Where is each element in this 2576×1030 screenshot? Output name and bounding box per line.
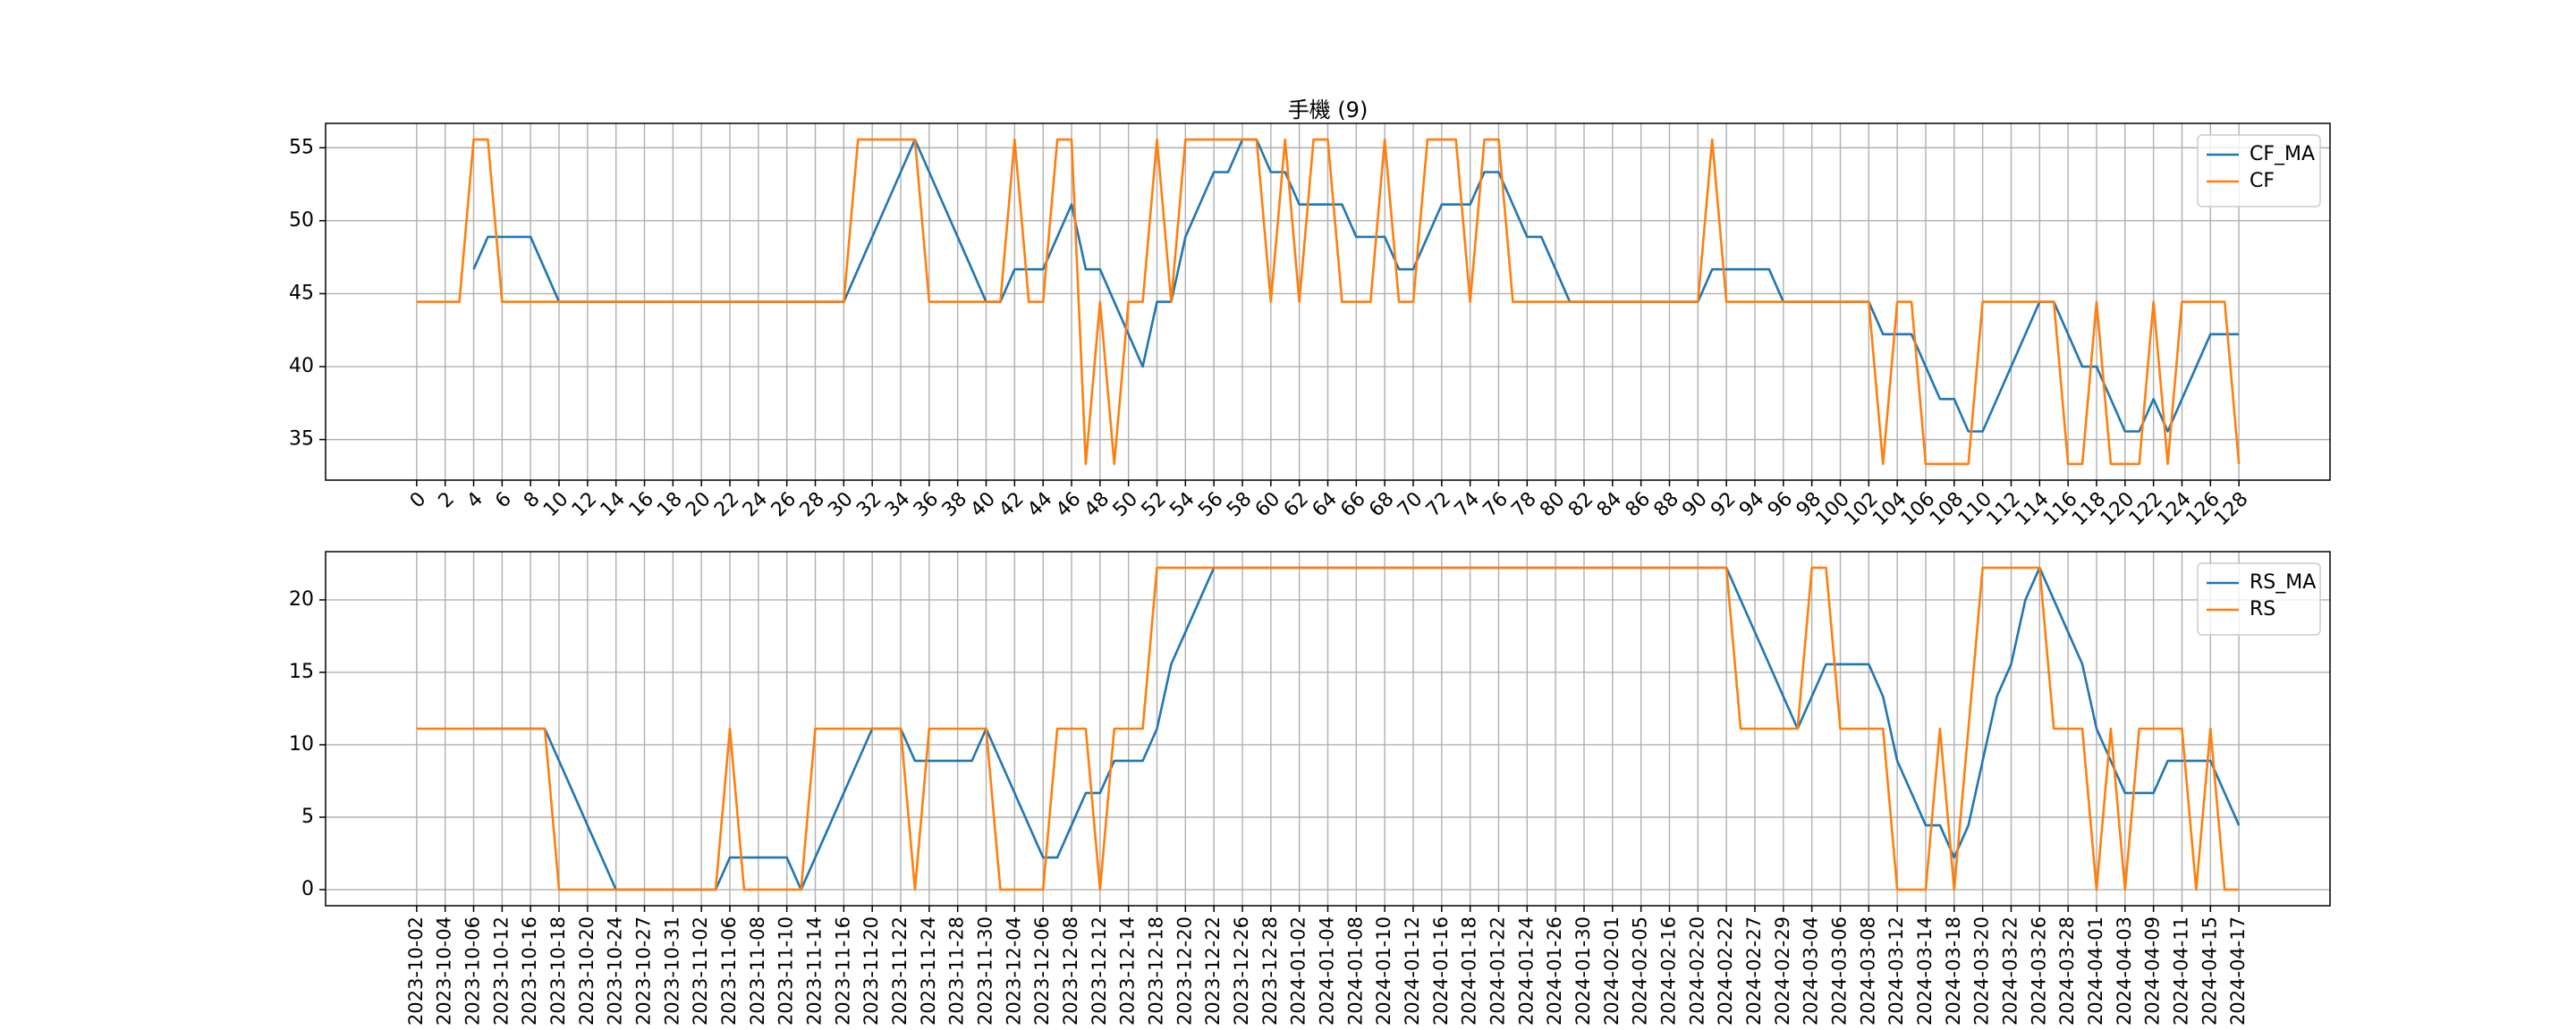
x-tick-label: 2024-02-01 [1601,916,1623,1026]
x-tick-label: 2024-04-11 [2170,916,2191,1026]
x-tick-label: 2023-12-14 [1117,916,1139,1026]
x-tick-label: 2024-03-14 [1914,916,1936,1026]
x-tick-label: 0 [406,488,431,513]
x-tick-label: 2023-11-20 [860,916,882,1026]
x-tick-label: 2023-12-04 [1003,916,1024,1026]
y-tick-label: 40 [289,355,314,377]
x-tick-label: 2023-12-18 [1146,916,1167,1026]
x-tick-label: 2023-10-12 [490,916,512,1026]
legend-box [2197,134,2321,207]
x-tick-label: 2024-04-17 [2227,916,2249,1026]
x-tick-label: 2024-01-12 [1402,916,1423,1026]
x-tick-label: 2024-01-26 [1544,916,1565,1026]
x-tick-label: 2023-12-20 [1174,916,1195,1026]
x-tick-label: 2024-02-22 [1715,916,1736,1026]
x-tick-label: 2024-03-08 [1857,916,1878,1026]
x-tick-label: 2023-11-06 [718,916,740,1026]
x-tick-label: 2024-04-01 [2085,916,2106,1026]
x-tick-label: 2024-01-10 [1373,916,1394,1026]
x-tick-label: 2024-01-18 [1459,916,1480,1026]
x-tick-label: 2024-01-24 [1515,916,1537,1026]
x-tick-label: 2024-04-09 [2142,916,2164,1026]
x-tick-label: 2023-11-24 [918,916,939,1026]
x-tick-label: 2024-02-20 [1686,916,1707,1026]
x-tick-label: 2023-11-02 [690,916,711,1026]
x-tick-label: 128 [2210,488,2252,530]
legend-label: CF_MA [2250,143,2315,165]
x-tick-label: 2023-10-18 [547,916,569,1026]
legend-label: CF [2250,170,2275,192]
y-tick-label: 20 [289,588,314,611]
y-tick-label: 45 [289,282,314,304]
x-tick-label: 2 [435,488,460,513]
x-tick-label: 2024-02-05 [1630,916,1651,1026]
x-tick-label: 2024-04-15 [2199,916,2220,1026]
x-tick-label: 2023-10-20 [576,916,597,1026]
x-tick-label: 2023-10-24 [605,916,626,1026]
legend-box [2197,562,2321,636]
x-tick-label: 2024-03-04 [1801,916,1822,1026]
x-tick-label: 2024-03-20 [1971,916,1993,1026]
legend-label: RS_MA [2250,571,2316,594]
x-tick-label: 2023-11-08 [747,916,768,1026]
x-tick-label: 2023-12-08 [1060,916,1081,1026]
x-tick-label: 2023-11-22 [889,916,911,1026]
y-tick-label: 0 [301,878,314,900]
x-tick-label: 2023-11-10 [775,916,797,1026]
x-tick-label: 2023-10-04 [434,916,455,1026]
axes-frame [325,551,2331,907]
x-tick-label: 8 [520,488,545,513]
x-tick-label: 2023-10-31 [661,916,682,1026]
x-tick-label: 2023-12-22 [1202,916,1224,1026]
x-tick-label: 2024-01-02 [1288,916,1309,1026]
x-tick-label: 2023-10-27 [633,916,655,1026]
x-tick-label: 4 [462,488,487,513]
x-tick-label: 2024-03-28 [2056,916,2078,1026]
x-tick-label: 2023-11-14 [804,916,826,1026]
x-tick-label: 2023-11-28 [946,916,968,1026]
x-tick-label: 2024-04-03 [2114,916,2135,1026]
x-tick-label: 2024-03-06 [1828,916,1850,1026]
y-tick-label: 5 [301,806,314,828]
x-tick-label: 2023-11-30 [975,916,996,1026]
x-tick-label: 2024-01-08 [1344,916,1366,1026]
x-tick-label: 2024-03-22 [1999,916,2021,1026]
x-tick-label: 2023-11-16 [832,916,853,1026]
x-tick-label: 2024-02-27 [1743,916,1765,1026]
x-tick-label: 2023-12-12 [1089,916,1110,1026]
x-tick-label: 2024-02-16 [1657,916,1679,1026]
series-line [416,566,2240,891]
x-tick-label: 2023-10-16 [519,916,540,1026]
y-tick-label: 35 [289,428,314,451]
x-tick-label: 2023-12-26 [1231,916,1252,1026]
y-tick-label: 10 [289,733,314,756]
x-tick-label: 6 [491,488,516,513]
x-tick-label: 2023-12-06 [1031,916,1053,1026]
x-tick-label: 2024-03-26 [2028,916,2049,1026]
x-tick-label: 2024-03-12 [1885,916,1907,1026]
x-tick-label: 2024-01-16 [1430,916,1452,1026]
x-tick-label: 2024-03-18 [1943,916,1964,1026]
x-tick-label: 2024-02-29 [1772,916,1793,1026]
chart-title: 手機 (9) [1288,97,1368,122]
axes-frame [325,122,2331,481]
x-tick-label: 2023-10-02 [405,916,427,1026]
series-line [416,138,2241,466]
x-tick-label: 2023-12-28 [1259,916,1281,1026]
x-tick-label: 2023-10-06 [462,916,484,1026]
x-tick-label: 2024-01-30 [1572,916,1594,1026]
y-tick-label: 55 [289,136,314,158]
legend-label: RS [2250,598,2275,621]
x-tick-label: 2024-01-22 [1487,916,1508,1026]
x-tick-label: 2024-01-04 [1317,916,1338,1026]
y-tick-label: 15 [289,661,314,683]
y-tick-label: 50 [289,209,314,232]
